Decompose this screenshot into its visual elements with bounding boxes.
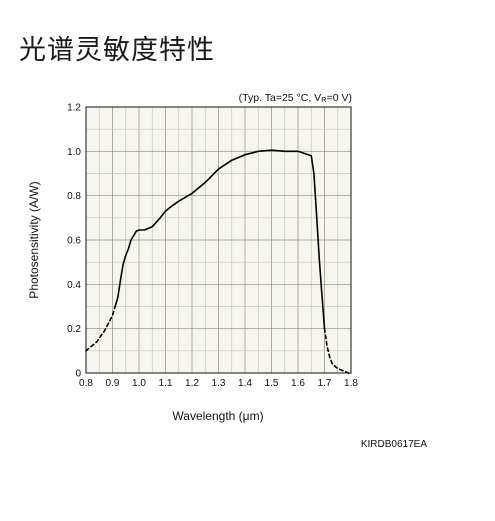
x-tick-label: 1.8 <box>344 378 358 389</box>
y-tick-label: 0.4 <box>67 280 81 291</box>
series <box>85 149 350 374</box>
x-tick-label: 1.5 <box>265 378 279 389</box>
y-tick-label: 0.2 <box>67 324 81 335</box>
x-tick-label: 0.8 <box>79 378 93 389</box>
y-tick-label: 1.0 <box>67 147 81 158</box>
x-tick-label: 1.1 <box>159 378 173 389</box>
y-tick-label: 1.2 <box>67 103 81 114</box>
page-title: 光谱灵敏度特性 <box>19 35 215 66</box>
x-tick-label: 1.7 <box>318 378 332 389</box>
x-tick-label: 0.9 <box>106 378 120 389</box>
x-tick-label: 1.6 <box>291 378 305 389</box>
condition-note-subscript: R <box>321 95 327 104</box>
x-axis-ticks: 0.8 0.9 1.0 1.1 1.2 1.3 1.4 1.5 1.6 1.7 1.8 <box>79 378 358 389</box>
figure-code: KIRDB0617EA <box>361 439 427 450</box>
y-tick-label: 0.6 <box>67 236 81 247</box>
plot-frame <box>85 106 352 374</box>
grid <box>86 107 351 373</box>
y-axis-ticks: 0 0.2 0.4 0.6 0.8 1.0 1.2 <box>67 103 81 380</box>
y-tick-label: 0 <box>75 369 81 380</box>
y-axis-label: Photosensitivity (A/W) <box>27 181 41 298</box>
x-tick-label: 1.0 <box>132 378 146 389</box>
x-tick-label: 1.2 <box>185 378 199 389</box>
condition-note: (Typ. Ta=25 °C, VR=0 V) <box>239 92 352 104</box>
x-tick-label: 1.4 <box>238 378 252 389</box>
x-tick-label: 1.3 <box>212 378 226 389</box>
x-axis-label: Wavelength (μm) <box>172 409 263 423</box>
series-line-solid-1 <box>114 149 326 330</box>
condition-note-suffix: =0 V) <box>327 92 352 104</box>
y-tick-label: 0.8 <box>67 191 81 202</box>
series-line-dashed-0 <box>85 305 116 352</box>
condition-note-prefix: (Typ. Ta=25 °C, V <box>239 92 322 104</box>
series-line-dashed-2 <box>323 327 350 374</box>
